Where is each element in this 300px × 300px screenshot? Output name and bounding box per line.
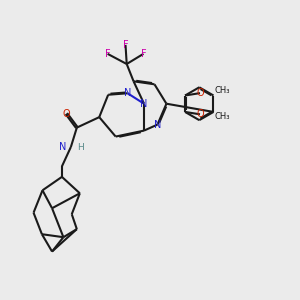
Text: F: F — [123, 40, 128, 50]
Text: N: N — [140, 99, 148, 109]
Text: O: O — [196, 88, 204, 98]
Text: O: O — [63, 109, 70, 118]
Text: O: O — [196, 109, 204, 119]
Text: N: N — [59, 142, 67, 152]
Text: CH₃: CH₃ — [214, 112, 230, 121]
Text: H: H — [77, 142, 84, 152]
Text: F: F — [141, 49, 146, 59]
Text: CH₃: CH₃ — [214, 86, 230, 95]
Text: N: N — [124, 88, 131, 98]
Text: N: N — [154, 120, 161, 130]
Text: F: F — [105, 49, 110, 59]
